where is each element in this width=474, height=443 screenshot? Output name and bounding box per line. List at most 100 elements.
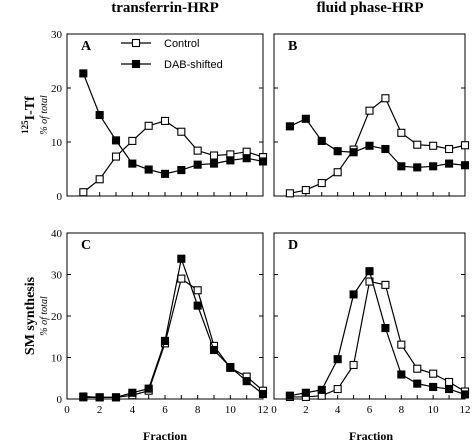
panel-b-control-point	[460, 141, 470, 150]
panel-a-control-point	[95, 175, 104, 184]
panel-c-ytick-label: 10	[51, 353, 63, 365]
panel-d-dab-shifted-point	[333, 355, 342, 364]
panel-d: 0 2 4 6 8 10 12 D	[271, 232, 471, 416]
panel-d-xtick-label: 2	[303, 404, 309, 416]
panel-a-ytick-label: 30	[51, 29, 63, 41]
panel-b-dab-shifted-point	[333, 147, 342, 156]
panel-c-dab-shifted-point	[193, 301, 202, 310]
panel-a-dab-shifted-point	[111, 136, 121, 145]
panel-d-xtick-label: 8	[399, 404, 405, 416]
panel-b-dab-shifted-point	[445, 159, 454, 168]
panel-c-ytick-label: 40	[51, 228, 63, 240]
panel-b-control-point	[365, 106, 374, 115]
panel-d-dab-shifted-point	[301, 388, 310, 397]
panel-c-xtick-label: 0	[64, 404, 70, 416]
legend-dab-marker	[131, 59, 141, 69]
row-label-top-main: I-Tf	[23, 96, 38, 120]
panel-c-frame	[66, 232, 264, 400]
panel-d-dab-shifted-point	[285, 391, 294, 400]
panel-b: B	[273, 33, 470, 198]
panel-d-dab-shifted-point	[413, 379, 422, 388]
panel-a-control-point	[160, 116, 170, 125]
legend: Control DAB-shifted	[121, 38, 223, 71]
panel-d-dab-shifted-point	[381, 323, 390, 333]
panel-c-dab-shifted-point	[144, 384, 153, 393]
panel-a-dab-shifted-point	[209, 159, 219, 168]
panel-a-dab-shifted-point	[128, 159, 137, 168]
panel-a-control-point	[128, 136, 137, 145]
panel-d-dab-shifted-point	[429, 382, 438, 392]
panel-b-dab-shifted-point	[429, 162, 438, 171]
panel-a-control-point	[209, 151, 219, 160]
panels: 0 10 20 30 A B 0 10 20 30 40 0 2 4 6 8 10 12 C 0 2 4 6 8 10 12 D	[51, 29, 471, 416]
panel-b-control-point	[413, 140, 422, 149]
panel-b-control-point	[317, 178, 326, 188]
panel-d-dab-shifted-point	[317, 385, 326, 394]
panel-b-control-line	[289, 97, 466, 194]
panel-b-control-point	[397, 128, 406, 137]
panel-d-xtick-label: 6	[367, 404, 373, 416]
panel-a-control-point	[79, 188, 88, 197]
panel-c-xtick-label: 2	[97, 404, 103, 416]
row-label-bottom: SM synthesis % of total	[23, 276, 50, 355]
panel-b-control-point	[429, 141, 438, 150]
panel-c-dab-shifted-point	[258, 389, 268, 399]
panel-a-dab-shifted-point	[177, 166, 186, 175]
panel-a-dab-shifted-point	[95, 110, 104, 120]
panel-d-dab-shifted-point	[365, 267, 374, 276]
panel-a-control-point	[177, 127, 186, 136]
panel-a-ytick-label: 0	[57, 191, 63, 203]
panel-c: 0 10 20 30 40 0 2 4 6 8 10 12 C	[51, 228, 269, 416]
panel-c-dab-shifted-point	[209, 345, 219, 355]
panel-a: 0 10 20 30 A	[51, 29, 268, 203]
legend-dab-label: DAB-shifted	[164, 59, 223, 71]
panel-c-dab-shifted-point	[160, 336, 170, 345]
panel-b-control-point	[381, 94, 390, 103]
panel-c-xtick-label: 6	[162, 404, 168, 416]
panel-c-control-line	[83, 277, 264, 398]
panel-a-dab-shifted-point	[242, 154, 251, 163]
panel-c-control-point	[177, 274, 186, 283]
x-label-right: Fraction	[349, 429, 393, 443]
panel-d-xtick-label: 0	[271, 404, 277, 416]
panel-d-control-point	[349, 360, 358, 370]
panel-b-dab-shifted-point	[349, 148, 358, 157]
row-label-top: 125I-Tf % of total	[20, 95, 50, 135]
panel-c-dab-shifted-point	[226, 362, 235, 372]
panel-c-ytick-label: 30	[51, 270, 63, 282]
panel-b-dab-shifted-point	[285, 122, 294, 131]
panel-c-ytick-label: 0	[57, 394, 63, 406]
panel-a-ytick-label: 10	[51, 137, 63, 149]
panel-a-control-point	[144, 121, 153, 130]
panel-c-xtick-label: 8	[195, 404, 201, 416]
panel-b-control-point	[333, 168, 342, 177]
row-label-bottom-main: SM synthesis	[23, 276, 38, 355]
panel-d-control-point	[381, 280, 390, 289]
panel-a-control-point	[111, 152, 121, 161]
panel-d-xtick-label: 12	[460, 404, 471, 416]
panel-c-ytick-label: 20	[51, 311, 63, 323]
panel-a-dab-shifted-point	[144, 165, 153, 174]
panel-c-dab-shifted-point	[111, 393, 121, 402]
panel-c-dab-shifted-line	[83, 256, 264, 398]
panel-d-control-point	[445, 377, 454, 387]
row-label-bottom-sub: % of total	[39, 296, 50, 336]
row-label-top-sub: % of total	[39, 95, 50, 135]
panel-a-dab-shifted-point	[160, 169, 170, 178]
panel-b-dab-shifted-point	[413, 163, 422, 172]
panel-b-dab-shifted-point	[397, 162, 406, 171]
panel-b-dab-shifted-point	[365, 141, 374, 150]
panel-a-control-point	[193, 146, 202, 155]
legend-control-marker	[131, 38, 141, 48]
x-label-left: Fraction	[143, 429, 187, 443]
legend-control-label: Control	[164, 38, 199, 50]
panel-d-dab-shifted-point	[460, 390, 470, 399]
panel-c-control-point	[193, 286, 202, 295]
panel-c-xtick-label: 10	[225, 404, 237, 416]
panel-b-dab-shifted-point	[460, 161, 470, 170]
panel-c-xtick-label: 4	[130, 404, 136, 416]
svg-text:125I-Tf: 125I-Tf	[20, 96, 38, 134]
panel-b-dab-shifted-point	[301, 114, 310, 123]
panel-a-dab-shifted-point	[79, 69, 88, 78]
